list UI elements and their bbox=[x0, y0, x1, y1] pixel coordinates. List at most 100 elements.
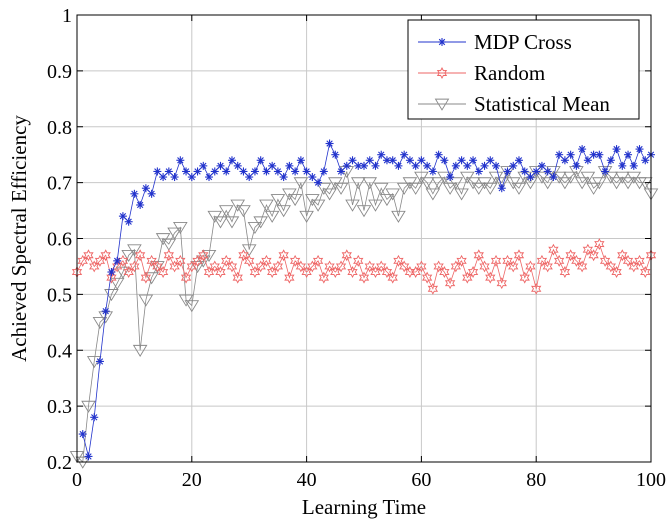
data-point-random bbox=[100, 249, 111, 262]
star-stroke bbox=[366, 157, 373, 164]
data-point-random bbox=[617, 249, 628, 262]
data-point-statistical-mean bbox=[287, 194, 303, 207]
data-point-mdp-cross bbox=[205, 173, 214, 182]
star-stroke bbox=[555, 151, 563, 158]
data-point-mdp-cross bbox=[159, 173, 168, 182]
star-stroke bbox=[274, 168, 282, 175]
y-tick-label: 0.4 bbox=[47, 340, 72, 362]
data-point-mdp-cross bbox=[394, 161, 403, 170]
star-stroke bbox=[314, 179, 322, 186]
star-stroke bbox=[613, 145, 620, 153]
star-stroke bbox=[349, 157, 356, 164]
x-tick-label: 40 bbox=[297, 469, 317, 491]
star-stroke bbox=[182, 168, 190, 175]
star-stroke bbox=[205, 173, 213, 181]
series-line-mdp-cross bbox=[82, 142, 652, 457]
star-stroke bbox=[630, 162, 637, 170]
star-stroke bbox=[510, 162, 517, 170]
data-point-random bbox=[215, 266, 226, 278]
data-point-mdp-cross bbox=[187, 173, 196, 182]
data-point-mdp-cross bbox=[331, 150, 340, 159]
data-point-random bbox=[525, 260, 536, 273]
data-point-mdp-cross bbox=[377, 150, 386, 159]
star-stroke bbox=[326, 140, 333, 147]
data-point-random bbox=[272, 260, 284, 273]
data-point-mdp-cross bbox=[618, 161, 627, 170]
data-point-statistical-mean bbox=[201, 249, 217, 262]
star-stroke bbox=[590, 151, 597, 158]
star-stroke bbox=[102, 307, 109, 315]
data-point-mdp-cross bbox=[457, 156, 466, 165]
data-point-random bbox=[387, 271, 398, 284]
star-stroke bbox=[211, 168, 218, 175]
data-point-mdp-cross bbox=[635, 145, 644, 154]
star-stroke bbox=[154, 168, 161, 175]
data-point-random bbox=[318, 271, 329, 284]
data-point-random bbox=[553, 254, 565, 267]
star-stroke bbox=[423, 162, 431, 170]
data-point-mdp-cross bbox=[543, 167, 552, 176]
data-point-mdp-cross bbox=[388, 156, 397, 165]
data-point-mdp-cross bbox=[537, 161, 546, 170]
star-stroke bbox=[538, 162, 546, 170]
star-stroke bbox=[360, 162, 368, 170]
data-point-mdp-cross bbox=[262, 167, 271, 176]
data-point-statistical-mean bbox=[121, 249, 136, 262]
data-point-random bbox=[358, 271, 370, 284]
star-stroke bbox=[418, 157, 425, 164]
legend-marker bbox=[434, 98, 450, 111]
star-stroke bbox=[412, 162, 419, 170]
star-stroke bbox=[136, 201, 144, 209]
legend-marker bbox=[438, 38, 446, 46]
data-point-mdp-cross bbox=[451, 161, 460, 170]
data-point-mdp-cross bbox=[268, 161, 277, 170]
y-tick-label: 0.2 bbox=[47, 452, 72, 474]
data-point-mdp-cross bbox=[382, 156, 391, 165]
data-point-statistical-mean bbox=[293, 177, 309, 190]
data-point-mdp-cross bbox=[222, 167, 231, 176]
data-point-statistical-mean bbox=[540, 177, 555, 190]
star-stroke bbox=[119, 212, 127, 220]
data-point-mdp-cross bbox=[325, 139, 334, 148]
series-line-random bbox=[76, 243, 652, 290]
star-stroke bbox=[297, 157, 305, 164]
data-point-mdp-cross bbox=[428, 167, 437, 176]
data-point-mdp-cross bbox=[509, 161, 518, 170]
data-point-mdp-cross bbox=[572, 161, 581, 170]
data-point-statistical-mean bbox=[609, 177, 624, 190]
star-stroke bbox=[446, 173, 454, 181]
data-point-mdp-cross bbox=[113, 256, 122, 265]
data-point-random bbox=[341, 249, 352, 262]
data-point-statistical-mean bbox=[236, 205, 251, 218]
data-point-statistical-mean bbox=[494, 177, 510, 190]
data-point-random bbox=[599, 254, 611, 267]
legend-label: MDP Cross bbox=[474, 30, 572, 54]
data-point-statistical-mean bbox=[442, 182, 458, 195]
data-point-statistical-mean bbox=[132, 344, 148, 357]
data-point-random bbox=[180, 271, 192, 284]
star-stroke bbox=[131, 190, 138, 197]
data-point-random bbox=[485, 271, 496, 284]
data-point-mdp-cross bbox=[182, 167, 191, 176]
data-point-mdp-cross bbox=[136, 200, 145, 209]
star-stroke bbox=[148, 190, 155, 197]
data-point-statistical-mean bbox=[448, 177, 464, 190]
data-point-statistical-mean bbox=[333, 182, 349, 195]
star-stroke bbox=[309, 173, 316, 181]
data-point-random bbox=[324, 260, 335, 273]
star-stroke bbox=[487, 157, 494, 164]
data-point-mdp-cross bbox=[411, 161, 420, 170]
data-point-random bbox=[433, 260, 444, 273]
data-point-random bbox=[490, 254, 502, 267]
data-point-mdp-cross bbox=[124, 217, 133, 226]
data-point-mdp-cross bbox=[492, 161, 501, 170]
star-stroke bbox=[113, 257, 121, 265]
data-point-random bbox=[640, 266, 651, 278]
data-point-random bbox=[502, 254, 513, 267]
star-stroke bbox=[91, 414, 98, 421]
data-point-random bbox=[289, 254, 301, 267]
legend-entry-statistical-mean: Statistical Mean bbox=[418, 92, 610, 116]
data-point-random bbox=[209, 260, 220, 273]
star-stroke bbox=[246, 173, 253, 181]
data-point-mdp-cross bbox=[486, 156, 495, 165]
